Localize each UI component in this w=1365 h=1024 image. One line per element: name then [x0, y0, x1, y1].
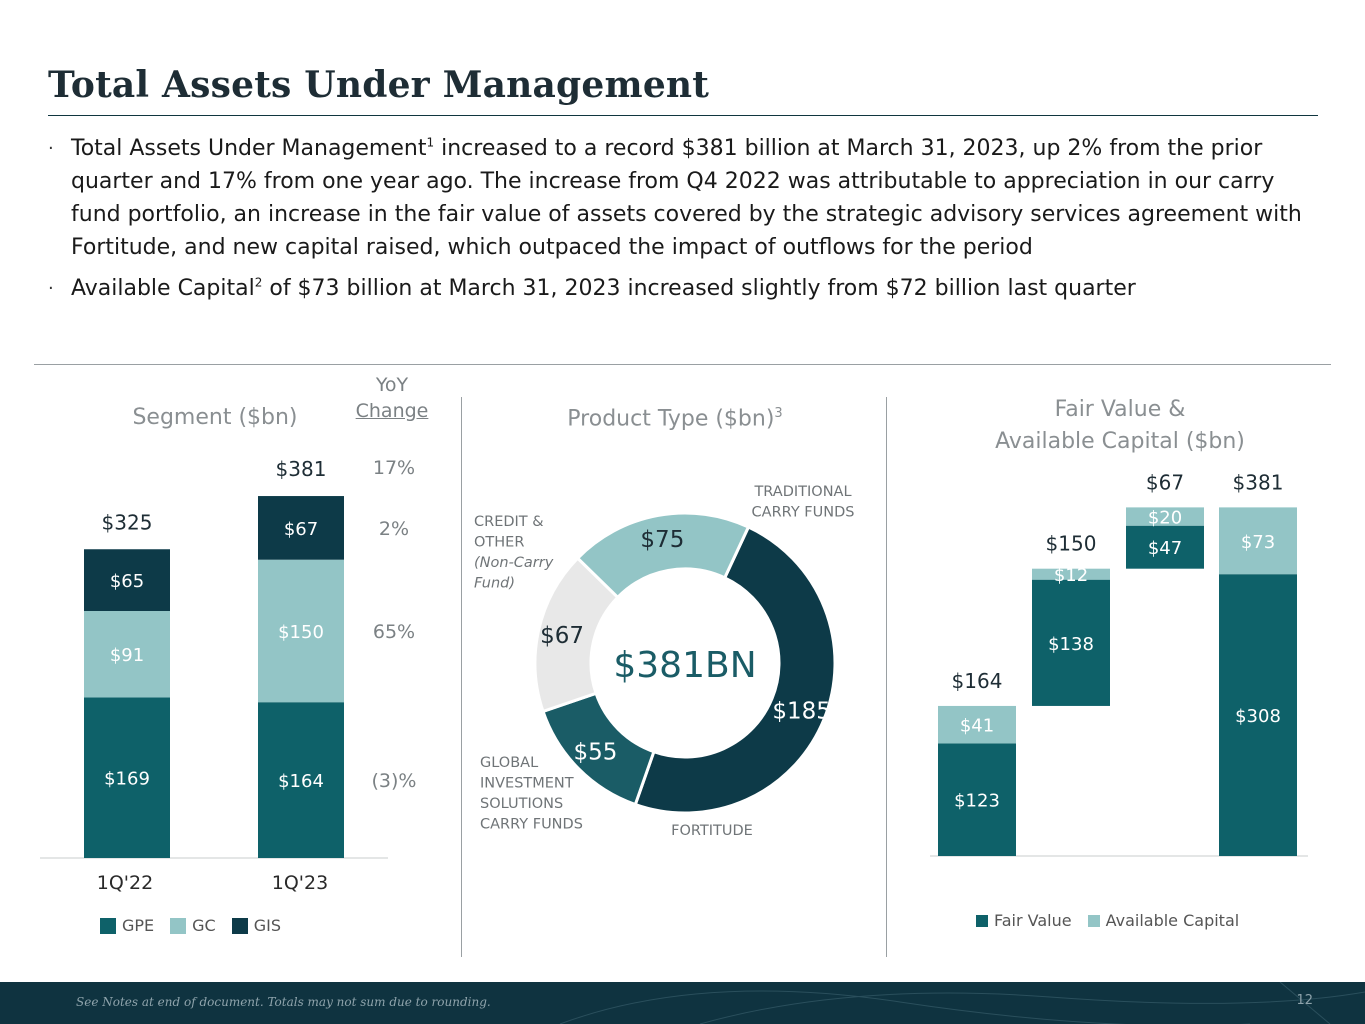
label-credit-other: CREDIT & [474, 514, 544, 530]
legend-gpe: GPE [100, 916, 154, 935]
legend-gis: GIS [231, 916, 281, 935]
label-fortitude: FORTITUDE [671, 823, 753, 839]
legend-fair-value: Fair Value [976, 911, 1072, 930]
yoy-gis: 2% [379, 518, 409, 540]
footnote-ref: 2 [254, 275, 263, 290]
title-divider [48, 115, 1318, 116]
label-non-carry-fund: (Non-Carry [474, 555, 554, 571]
label-global-investment-solutions: CARRY FUNDS [480, 817, 583, 833]
section-divider [34, 364, 1331, 365]
bar-gis-0 [84, 549, 170, 611]
label-global-investment-solutions: INVESTMENT [480, 776, 574, 792]
fv-bar-gpe [938, 743, 1016, 856]
bar-gc-1 [258, 559, 344, 703]
fairvalue-legend: Fair Value Available Capital [976, 911, 1255, 930]
page-number: 12 [1296, 993, 1313, 1008]
ac-bar-total [1219, 507, 1297, 575]
bar-label-gc-0: $91 [110, 645, 144, 666]
yoy-gc: 65% [373, 621, 415, 643]
x-tick-1q22: 1Q'22 [96, 872, 154, 894]
bar-label-gc-1: $150 [278, 622, 324, 643]
donut-slice-3 [575, 511, 751, 600]
x-tick-1q23: 1Q'23 [271, 872, 329, 894]
bar-label-gpe-0: $169 [104, 769, 150, 790]
segment-legend: GPE GC GIS [100, 916, 297, 935]
ac-bar-gis [1126, 507, 1204, 526]
fairvalue-chart-title: Fair Value & Available Capital ($bn) [995, 397, 1245, 454]
column-divider-right [886, 397, 887, 957]
fv-total-gc: $150 [1046, 532, 1097, 556]
yoy-total: 17% [373, 457, 415, 479]
legend-available-capital: Available Capital [1087, 911, 1239, 930]
donut-value-2: $67 [540, 623, 584, 649]
ac-label-gc: $12 [1054, 565, 1088, 586]
donut-slice-0 [633, 525, 837, 815]
bullet-text: Total Assets Under Management [71, 136, 427, 161]
fairvalue-chart: $123$41$164GPE$138$12$150GC$47$20$67GIS$… [930, 470, 1308, 857]
fv-total-gpe: $164 [952, 669, 1003, 693]
fv-label-gpe: $123 [954, 791, 1000, 812]
donut-value-3: $75 [640, 527, 684, 553]
label-traditional-carry-funds: TRADITIONAL [753, 484, 851, 500]
fv-bar-gc [1032, 579, 1110, 706]
column-divider-left [461, 397, 462, 957]
footer-decoration [559, 982, 1365, 1024]
fv-label-total: $308 [1235, 706, 1281, 727]
yoy-header-line1: YoY [375, 374, 409, 396]
label-global-investment-solutions: GLOBAL [480, 755, 538, 771]
footnote-ref: 1 [426, 135, 435, 150]
label-traditional-carry-funds: CARRY FUNDS [752, 505, 855, 521]
bullet-dot: · [48, 138, 54, 159]
bar-label-gis-1: $67 [284, 519, 318, 540]
product-chart-title: Product Type ($bn)3 [567, 406, 783, 432]
fv-bar-gis [1126, 525, 1204, 569]
fv-label-gis: $47 [1148, 538, 1182, 559]
segment-chart-title: Segment ($bn) [132, 405, 298, 430]
yoy-gpe: (3)% [372, 770, 417, 792]
bar-total-0: $325 [102, 510, 153, 534]
bullet-text: Available Capital [71, 276, 255, 301]
bar-gpe-1 [258, 702, 344, 858]
bar-gc-0 [84, 611, 170, 698]
donut-value-1: $55 [574, 740, 618, 766]
ac-bar-gc [1032, 568, 1110, 580]
bullet-text: of $73 billion at March 31, 2023 increas… [262, 276, 1136, 301]
bullet-dot: · [48, 278, 54, 299]
fv-total-total: $381 [1233, 470, 1284, 494]
yoy-header: YoY Change [342, 372, 442, 424]
ac-label-gpe: $41 [960, 716, 994, 737]
donut-value-0: $185 [772, 699, 831, 725]
bullet-available-capital: · Available Capital2 of $73 billion at M… [48, 272, 1328, 305]
bar-label-gis-0: $65 [110, 571, 144, 592]
footer-note: See Notes at end of document. Totals may… [76, 995, 491, 1009]
bar-label-gpe-1: $164 [278, 771, 324, 792]
bar-gpe-0 [84, 697, 170, 858]
bullet-total-aum: · Total Assets Under Management1 increas… [48, 132, 1328, 264]
fv-bar-total [1219, 574, 1297, 856]
label-non-carry-fund: Fund) [474, 576, 515, 592]
bar-total-1: $381 [276, 457, 327, 481]
label-global-investment-solutions: SOLUTIONS [480, 796, 563, 812]
fv-label-gc: $138 [1048, 634, 1094, 655]
footer-bar: See Notes at end of document. Totals may… [0, 982, 1365, 1024]
legend-gc: GC [170, 916, 216, 935]
yoy-header-line2: Change [355, 400, 429, 422]
donut-center-label: $381BN [613, 645, 756, 686]
product-donut-chart: $185 $55 $67 $75 $381BN TRADITIONAL CARRY FUND… [474, 484, 855, 839]
bullet-text: increased to a record $381 billion at Ma… [71, 136, 1302, 260]
page-title: Total Assets Under Management [48, 64, 710, 106]
ac-bar-gpe [938, 705, 1016, 744]
summary-bullets: · Total Assets Under Management1 increas… [48, 132, 1328, 305]
ac-label-gis: $20 [1148, 508, 1182, 529]
ac-label-total: $73 [1241, 532, 1275, 553]
label-credit-other: OTHER [474, 535, 524, 551]
fv-total-gis: $67 [1146, 470, 1184, 494]
bar-gis-1 [258, 496, 344, 560]
segment-chart: $169 $91 $65 $325 $164 $150 $67 $381 17% 2% 65% (3)… [40, 457, 417, 859]
